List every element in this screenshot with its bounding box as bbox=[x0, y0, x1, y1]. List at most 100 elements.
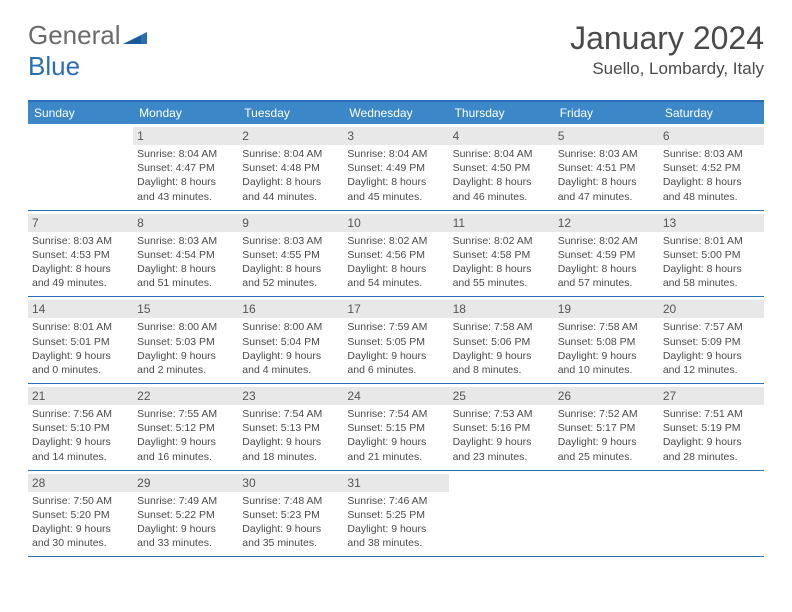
day-details: Sunrise: 8:01 AMSunset: 5:00 PMDaylight:… bbox=[663, 234, 760, 291]
day-number: 28 bbox=[28, 474, 133, 492]
weekday-tuesday: Tuesday bbox=[238, 102, 343, 124]
day-cell: 14Sunrise: 8:01 AMSunset: 5:01 PMDayligh… bbox=[28, 297, 133, 383]
day-number: 5 bbox=[554, 127, 659, 145]
day-cell: 7Sunrise: 8:03 AMSunset: 4:53 PMDaylight… bbox=[28, 211, 133, 297]
day-cell: 27Sunrise: 7:51 AMSunset: 5:19 PMDayligh… bbox=[659, 384, 764, 470]
day-cell: 6Sunrise: 8:03 AMSunset: 4:52 PMDaylight… bbox=[659, 124, 764, 210]
day-cell: 17 Sunrise: 7:59 AMSunset: 5:05 PMDayligh… bbox=[343, 297, 448, 383]
day-details: Sunrise: 8:00 AMSunset: 5:03 PMDaylight:… bbox=[137, 320, 234, 377]
day-cell: 8 Sunrise: 8:03 AMSunset: 4:54 PMDaylight… bbox=[133, 211, 238, 297]
day-cell: 29Sunrise: 7:49 AMSunset: 5:22 PMDayligh… bbox=[133, 471, 238, 557]
day-cell: 4Sunrise: 8:04 AMSunset: 4:50 PMDaylight… bbox=[449, 124, 554, 210]
day-cell bbox=[28, 124, 133, 210]
day-cell: 1 Sunrise: 8:04 AMSunset: 4:47 PMDaylight… bbox=[133, 124, 238, 210]
day-cell: 23 Sunrise: 7:54 AMSunset: 5:13 PMDayligh… bbox=[238, 384, 343, 470]
day-number: 10 bbox=[343, 214, 448, 232]
day-cell: 31 Sunrise: 7:46 AMSunset: 5:25 PMDayligh… bbox=[343, 471, 448, 557]
day-details: Sunrise: 7:52 AMSunset: 5:17 PMDaylight:… bbox=[558, 407, 655, 464]
day-cell: 20 Sunrise: 7:57 AMSunset: 5:09 PMDayligh… bbox=[659, 297, 764, 383]
day-details: Sunrise: 8:03 AMSunset: 4:55 PMDaylight:… bbox=[242, 234, 339, 291]
day-cell: 3Sunrise: 8:04 AMSunset: 4:49 PMDaylight… bbox=[343, 124, 448, 210]
day-cell: 22Sunrise: 7:55 AMSunset: 5:12 PMDayligh… bbox=[133, 384, 238, 470]
day-cell: 25Sunrise: 7:53 AMSunset: 5:16 PMDayligh… bbox=[449, 384, 554, 470]
day-details: Sunrise: 7:46 AMSunset: 5:25 PMDaylight:… bbox=[347, 494, 444, 551]
logo-triangle-icon bbox=[121, 20, 147, 50]
day-cell bbox=[554, 471, 659, 557]
logo-text-gray: General bbox=[28, 20, 121, 50]
header: GeneralBlue January 2024 Suello, Lombard… bbox=[0, 0, 792, 90]
day-details: Sunrise: 8:04 AMSunset: 4:49 PMDaylight:… bbox=[347, 147, 444, 204]
week-row: 7Sunrise: 8:03 AMSunset: 4:53 PMDaylight… bbox=[28, 211, 764, 298]
day-details: Sunrise: 8:02 AMSunset: 4:59 PMDaylight:… bbox=[558, 234, 655, 291]
day-details: Sunrise: 8:03 AMSunset: 4:52 PMDaylight:… bbox=[663, 147, 760, 204]
logo-text: GeneralBlue bbox=[28, 20, 147, 82]
day-details: Sunrise: 7:58 AMSunset: 5:08 PMDaylight:… bbox=[558, 320, 655, 377]
week-row: 28 Sunrise: 7:50 AMSunset: 5:20 PMDayligh… bbox=[28, 471, 764, 558]
calendar: SundayMondayTuesdayWednesdayThursdayFrid… bbox=[28, 100, 764, 557]
day-number: 11 bbox=[449, 214, 554, 232]
day-number: 20 bbox=[659, 300, 764, 318]
day-number: 12 bbox=[554, 214, 659, 232]
day-details: Sunrise: 8:02 AMSunset: 4:58 PMDaylight:… bbox=[453, 234, 550, 291]
weekday-sunday: Sunday bbox=[28, 102, 133, 124]
day-number: 17 bbox=[343, 300, 448, 318]
week-row: 21Sunrise: 7:56 AMSunset: 5:10 PMDayligh… bbox=[28, 384, 764, 471]
day-cell: 5 Sunrise: 8:03 AMSunset: 4:51 PMDaylight… bbox=[554, 124, 659, 210]
day-number: 31 bbox=[343, 474, 448, 492]
day-cell: 28 Sunrise: 7:50 AMSunset: 5:20 PMDayligh… bbox=[28, 471, 133, 557]
day-details: Sunrise: 8:03 AMSunset: 4:53 PMDaylight:… bbox=[32, 234, 129, 291]
day-details: Sunrise: 8:01 AMSunset: 5:01 PMDaylight:… bbox=[32, 320, 129, 377]
day-details: Sunrise: 7:54 AMSunset: 5:15 PMDaylight:… bbox=[347, 407, 444, 464]
day-number: 26 bbox=[554, 387, 659, 405]
day-number: 8 bbox=[133, 214, 238, 232]
weekday-friday: Friday bbox=[554, 102, 659, 124]
day-number: 13 bbox=[659, 214, 764, 232]
day-number: 15 bbox=[133, 300, 238, 318]
day-number: 27 bbox=[659, 387, 764, 405]
day-cell: 12 Sunrise: 8:02 AMSunset: 4:59 PMDayligh… bbox=[554, 211, 659, 297]
day-details: Sunrise: 8:04 AMSunset: 4:47 PMDaylight:… bbox=[137, 147, 234, 204]
day-cell: 11 Sunrise: 8:02 AMSunset: 4:58 PMDayligh… bbox=[449, 211, 554, 297]
day-number: 19 bbox=[554, 300, 659, 318]
weekday-wednesday: Wednesday bbox=[343, 102, 448, 124]
day-cell: 18Sunrise: 7:58 AMSunset: 5:06 PMDayligh… bbox=[449, 297, 554, 383]
weekday-header-row: SundayMondayTuesdayWednesdayThursdayFrid… bbox=[28, 102, 764, 124]
day-number: 16 bbox=[238, 300, 343, 318]
month-title: January 2024 bbox=[570, 20, 764, 57]
day-details: Sunrise: 8:04 AMSunset: 4:48 PMDaylight:… bbox=[242, 147, 339, 204]
weekday-saturday: Saturday bbox=[659, 102, 764, 124]
day-cell: 15 Sunrise: 8:00 AMSunset: 5:03 PMDayligh… bbox=[133, 297, 238, 383]
day-details: Sunrise: 7:57 AMSunset: 5:09 PMDaylight:… bbox=[663, 320, 760, 377]
day-details: Sunrise: 7:56 AMSunset: 5:10 PMDaylight:… bbox=[32, 407, 129, 464]
day-cell: 9 Sunrise: 8:03 AMSunset: 4:55 PMDaylight… bbox=[238, 211, 343, 297]
day-number: 9 bbox=[238, 214, 343, 232]
day-details: Sunrise: 7:59 AMSunset: 5:05 PMDaylight:… bbox=[347, 320, 444, 377]
day-cell bbox=[449, 471, 554, 557]
day-details: Sunrise: 8:02 AMSunset: 4:56 PMDaylight:… bbox=[347, 234, 444, 291]
title-block: January 2024 Suello, Lombardy, Italy bbox=[570, 20, 764, 79]
location: Suello, Lombardy, Italy bbox=[570, 59, 764, 79]
day-cell: 19 Sunrise: 7:58 AMSunset: 5:08 PMDayligh… bbox=[554, 297, 659, 383]
day-number: 23 bbox=[238, 387, 343, 405]
day-cell bbox=[659, 471, 764, 557]
day-cell: 30Sunrise: 7:48 AMSunset: 5:23 PMDayligh… bbox=[238, 471, 343, 557]
day-number: 2 bbox=[238, 127, 343, 145]
day-details: Sunrise: 8:03 AMSunset: 4:54 PMDaylight:… bbox=[137, 234, 234, 291]
day-cell: 13 Sunrise: 8:01 AMSunset: 5:00 PMDayligh… bbox=[659, 211, 764, 297]
day-number: 18 bbox=[449, 300, 554, 318]
day-cell: 10 Sunrise: 8:02 AMSunset: 4:56 PMDayligh… bbox=[343, 211, 448, 297]
day-number: 4 bbox=[449, 127, 554, 145]
day-number: 1 bbox=[133, 127, 238, 145]
logo: GeneralBlue bbox=[28, 20, 147, 82]
day-details: Sunrise: 7:54 AMSunset: 5:13 PMDaylight:… bbox=[242, 407, 339, 464]
day-cell: 24 Sunrise: 7:54 AMSunset: 5:15 PMDayligh… bbox=[343, 384, 448, 470]
day-details: Sunrise: 7:48 AMSunset: 5:23 PMDaylight:… bbox=[242, 494, 339, 551]
day-details: Sunrise: 7:53 AMSunset: 5:16 PMDaylight:… bbox=[453, 407, 550, 464]
day-details: Sunrise: 8:03 AMSunset: 4:51 PMDaylight:… bbox=[558, 147, 655, 204]
weekday-thursday: Thursday bbox=[449, 102, 554, 124]
day-number: 24 bbox=[343, 387, 448, 405]
day-details: Sunrise: 7:55 AMSunset: 5:12 PMDaylight:… bbox=[137, 407, 234, 464]
day-cell: 16Sunrise: 8:00 AMSunset: 5:04 PMDayligh… bbox=[238, 297, 343, 383]
day-details: Sunrise: 7:50 AMSunset: 5:20 PMDaylight:… bbox=[32, 494, 129, 551]
day-details: Sunrise: 7:49 AMSunset: 5:22 PMDaylight:… bbox=[137, 494, 234, 551]
